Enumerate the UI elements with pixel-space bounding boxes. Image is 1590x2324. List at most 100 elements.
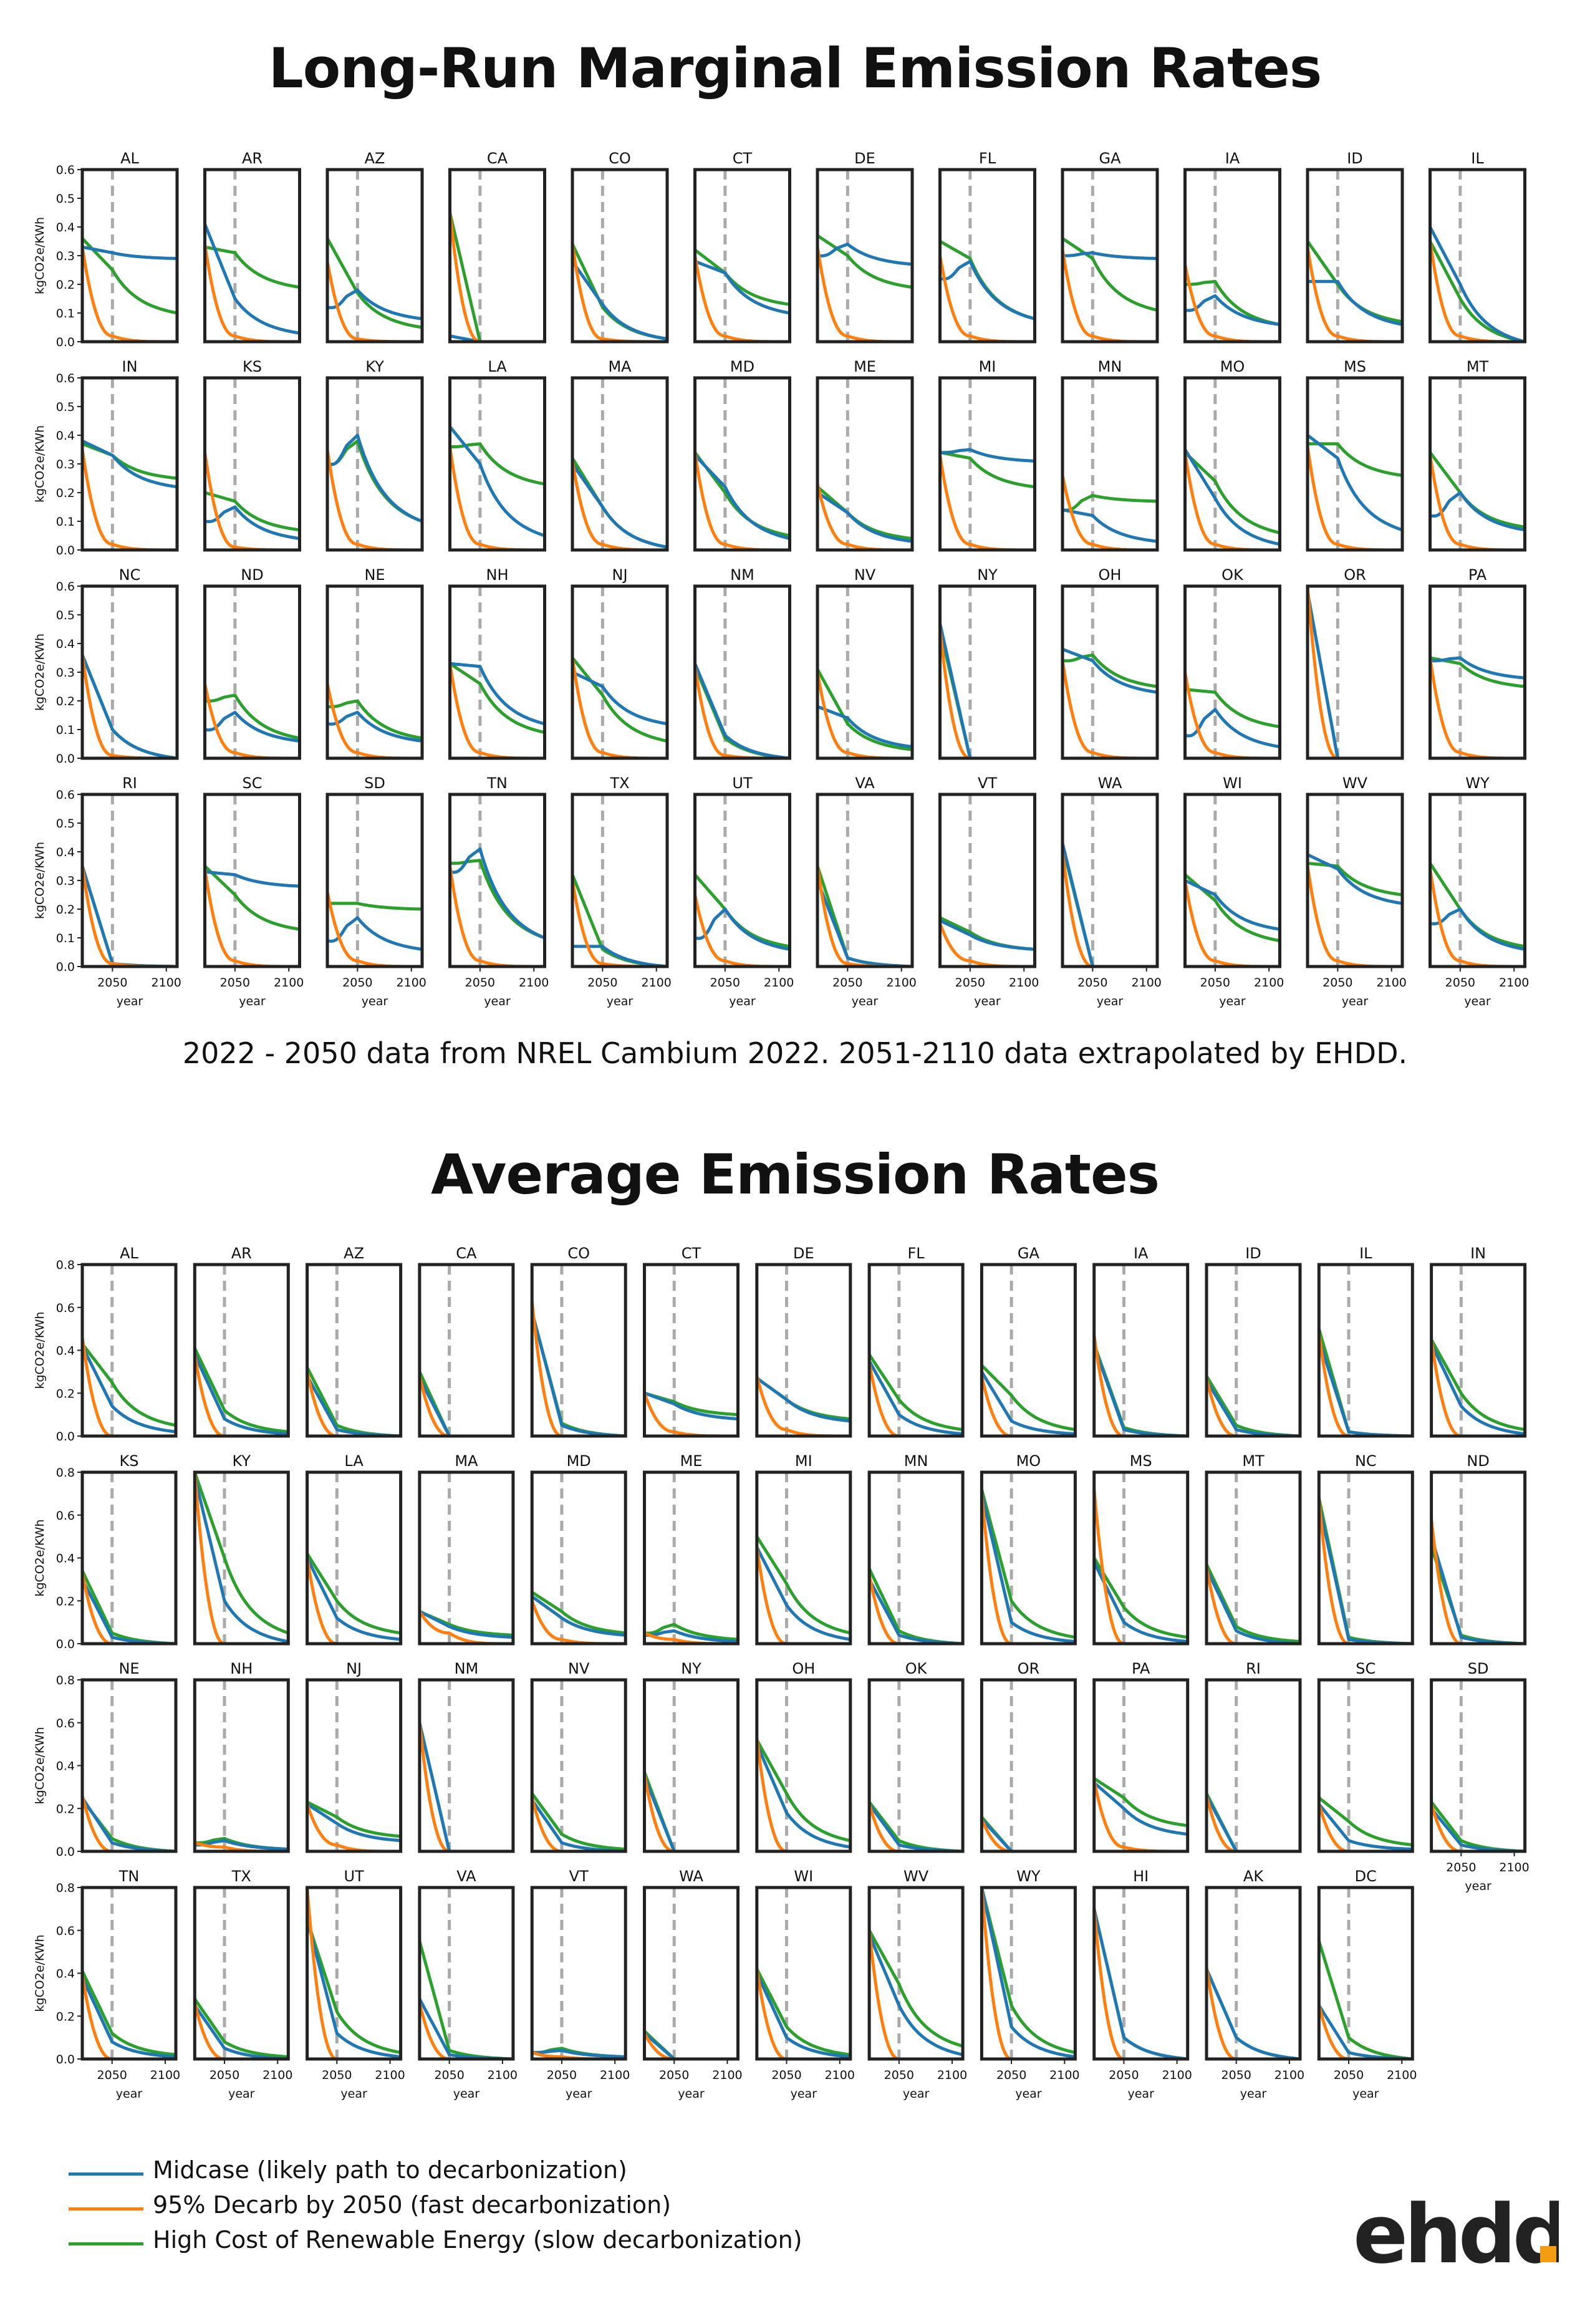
- panel-frame: [643, 1470, 740, 1646]
- series-line-hc-tx: [193, 1998, 289, 2059]
- x-tick-label: 2050: [884, 2068, 914, 2082]
- x-tick-label: 2050: [771, 2068, 801, 2082]
- x-axis-label: year: [974, 995, 1001, 1008]
- series-line-mid-nh: [450, 662, 546, 726]
- x-axis-label: year: [852, 995, 879, 1008]
- panel-title-mo: MO: [1220, 358, 1245, 375]
- panel-title-ut: UT: [732, 774, 753, 792]
- panel-title-wi: WI: [1223, 774, 1242, 792]
- series-line-mid-ri: [80, 865, 177, 968]
- panel-frame: [1306, 376, 1404, 552]
- panel-title-ks: KS: [120, 1452, 139, 1470]
- series-line-hc-ar: [193, 1348, 289, 1434]
- series-line-dec-mi: [938, 455, 1035, 552]
- series-line-hc-wy: [980, 1887, 1076, 2055]
- panel-title-ri: RI: [1246, 1660, 1261, 1677]
- panel-title-in: IN: [1470, 1245, 1486, 1262]
- panel-title-mn: MN: [904, 1452, 928, 1470]
- series-line-mid-mo: [1183, 448, 1280, 546]
- panel-frame: [643, 1263, 740, 1438]
- panel-frame: [816, 584, 914, 760]
- x-tick-label: 2050: [1077, 976, 1107, 990]
- panel-frame: [643, 1886, 740, 2061]
- x-tick-label: 2100: [1009, 976, 1039, 990]
- series-line-mid-ms: [1306, 433, 1403, 532]
- series-line-mid-ne: [327, 710, 423, 743]
- y-axis-label: kgCO2e/KWh: [33, 842, 47, 919]
- panel-frame: [980, 1886, 1077, 2061]
- panel-title-nm: NM: [730, 566, 754, 584]
- panel-frame: [530, 1678, 627, 1853]
- panel-title-me: ME: [680, 1452, 703, 1470]
- series-line-hc-nm: [693, 665, 790, 760]
- x-tick-label: 2050: [547, 2068, 577, 2082]
- series-line-hc-la: [306, 1553, 401, 1635]
- panel-frame: [325, 376, 424, 552]
- panel-frame: [1205, 1678, 1302, 1853]
- series-line-mid-me: [816, 491, 913, 543]
- series-line-mid-ar: [193, 1354, 289, 1436]
- series-line-mid-nh: [195, 1839, 289, 1851]
- panel-frame: [1205, 1470, 1302, 1646]
- panel-ga: GA: [980, 1245, 1077, 1438]
- x-tick-label: 2100: [1162, 2068, 1192, 2082]
- panel-id: ID: [1205, 1245, 1302, 1438]
- series-line-hc-ga: [980, 1364, 1076, 1432]
- panel-de: DE: [755, 1245, 852, 1438]
- series-line-dec-va: [418, 2002, 513, 2061]
- panel-mt: MT: [1205, 1452, 1302, 1646]
- series-line-mid-ne: [80, 1796, 176, 1853]
- panel-in: IN: [1430, 1245, 1527, 1438]
- x-axis-label: year: [1015, 2087, 1042, 2101]
- y-axis-label: kgCO2e/KWh: [33, 425, 47, 503]
- series-line-dec-wi: [1183, 880, 1280, 968]
- panel-frame: [1205, 1263, 1302, 1438]
- panel-frame: [530, 1263, 627, 1438]
- y-tick-label: 0.3: [56, 458, 75, 471]
- panel-title-mo: MO: [1016, 1452, 1041, 1470]
- panel-md: MD: [530, 1452, 627, 1646]
- marginal-chart-grid: AL 0.0 0.1 0.2 0.3 0.4 0.5 0.6 kgCO2e/KWh AR AZ CA C…: [33, 150, 1529, 1008]
- y-tick-label: 0.1: [56, 515, 75, 529]
- series-line-mid-vt: [939, 919, 1035, 951]
- series-line-hc-ms: [1308, 442, 1403, 477]
- x-tick-label: 2100: [1499, 976, 1529, 990]
- x-tick-label: 2050: [996, 2068, 1026, 2082]
- panel-title-al: AL: [120, 1245, 138, 1262]
- panel-title-nh: NH: [230, 1660, 253, 1677]
- series-line-hc-va: [418, 1941, 513, 2061]
- panel-tx: TX 2050 2100 year: [193, 1868, 292, 2101]
- panel-title-fl: FL: [979, 150, 996, 167]
- panel-frame: [1306, 793, 1404, 968]
- panel-title-ia: IA: [1225, 150, 1240, 167]
- series-line-mid-mn: [867, 1578, 963, 1646]
- y-tick-label: 0.8: [56, 1881, 75, 1895]
- y-tick-label: 0.4: [56, 1552, 75, 1566]
- y-tick-label: 0.5: [56, 192, 75, 206]
- x-axis-label: year: [566, 2087, 592, 2101]
- x-tick-label: 2050: [97, 2068, 127, 2082]
- x-axis-label: year: [607, 995, 634, 1008]
- series-line-mid-az: [306, 1375, 401, 1438]
- panel-frame: [1061, 793, 1159, 968]
- x-tick-label: 2100: [397, 976, 426, 990]
- panel-frame: [867, 1263, 965, 1438]
- panel-frame: [867, 1886, 965, 2061]
- series-line-mid-or: [980, 1818, 1076, 1853]
- panel-title-ut: UT: [344, 1868, 364, 1885]
- series-line-dec-co: [571, 244, 667, 344]
- series-line-mid-wy: [1430, 907, 1525, 951]
- series-line-mid-oh: [1062, 647, 1158, 694]
- series-line-hc-tx: [571, 874, 668, 968]
- panel-title-ky: KY: [365, 358, 384, 375]
- panel-la: LA: [448, 358, 546, 552]
- panel-frame: [203, 584, 301, 760]
- series-line-hc-de: [756, 1377, 851, 1420]
- panel-nd: ND: [1430, 1452, 1527, 1646]
- x-tick-label: 2100: [642, 976, 672, 990]
- series-line-hc-co: [571, 243, 668, 340]
- series-line-dec-pa: [1092, 1780, 1188, 1853]
- series-line-hc-nh: [449, 662, 546, 735]
- panel-frame: [643, 1678, 740, 1853]
- series-line-dec-in: [80, 449, 177, 552]
